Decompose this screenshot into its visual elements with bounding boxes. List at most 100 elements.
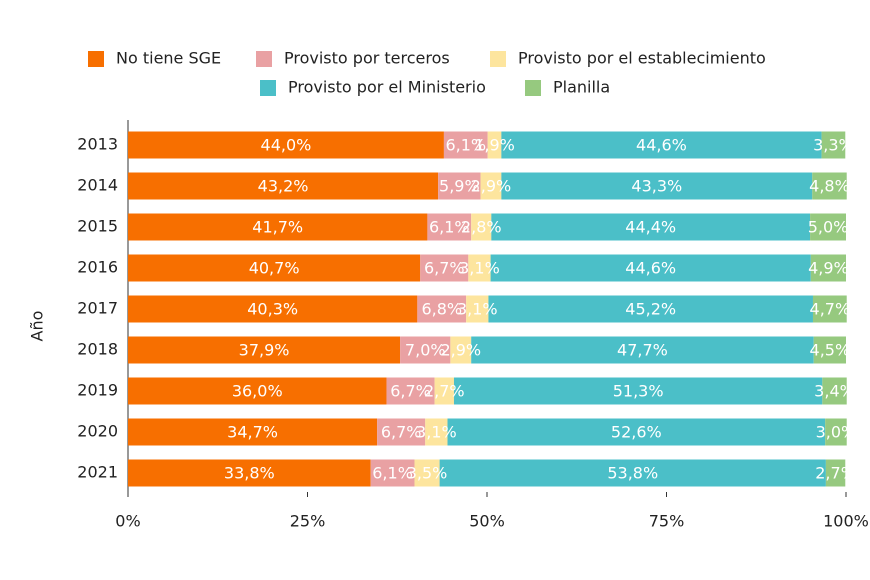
bar-segment xyxy=(377,418,426,446)
value-label: 3,5% xyxy=(407,464,448,483)
value-label: 4,7% xyxy=(810,300,851,319)
value-label: 6,1% xyxy=(445,136,486,155)
bar-segment xyxy=(417,295,467,323)
legend-swatch xyxy=(256,51,272,67)
bar-segment xyxy=(453,377,823,405)
legend-label: No tiene SGE xyxy=(116,49,221,68)
legend-label: Provisto por terceros xyxy=(284,49,450,68)
value-label: 34,7% xyxy=(227,423,278,442)
bar-segment xyxy=(434,377,454,405)
bar-segment xyxy=(420,254,469,282)
value-label: 44,4% xyxy=(625,218,676,237)
bar-segment xyxy=(821,131,846,159)
value-label: 43,3% xyxy=(631,177,682,196)
value-label: 6,1% xyxy=(429,218,470,237)
value-label: 6,1% xyxy=(372,464,413,483)
bar-segment xyxy=(825,459,846,487)
value-label: 3,1% xyxy=(416,423,457,442)
bar-segment xyxy=(491,213,811,241)
bar-segment xyxy=(128,377,387,405)
bar-segment xyxy=(812,295,847,323)
bar-segment xyxy=(501,172,813,200)
bar-segment xyxy=(480,172,502,200)
bar-segment xyxy=(490,254,811,282)
value-label: 33,8% xyxy=(224,464,275,483)
bar-segment xyxy=(400,336,451,364)
bar-segment xyxy=(810,254,846,282)
y-tick-label: 2018 xyxy=(77,340,118,359)
value-label: 3,3% xyxy=(813,136,854,155)
value-label: 43,2% xyxy=(258,177,309,196)
bar-segment xyxy=(501,131,822,159)
bar-segment xyxy=(447,418,826,446)
bar-segment xyxy=(822,377,847,405)
value-label: 40,3% xyxy=(247,300,298,319)
bar-segment xyxy=(128,418,378,446)
value-label: 44,0% xyxy=(261,136,312,155)
bar-segment xyxy=(825,418,847,446)
bar-segment xyxy=(414,459,440,487)
value-label: 4,5% xyxy=(810,341,851,360)
bar-segment xyxy=(425,418,448,446)
y-tick-label: 2014 xyxy=(77,176,118,195)
bar-segment xyxy=(468,254,491,282)
value-label: 36,0% xyxy=(232,382,283,401)
bar-segment xyxy=(443,131,488,159)
x-tick-label: 0% xyxy=(115,512,140,531)
y-tick-label: 2021 xyxy=(77,463,118,482)
legend-swatch xyxy=(260,80,276,96)
bar-segment xyxy=(471,336,814,364)
legend-swatch xyxy=(88,51,104,67)
value-label: 2,7% xyxy=(424,382,465,401)
legend-swatch xyxy=(490,51,506,67)
bar-segment xyxy=(386,377,435,405)
y-tick-label: 2016 xyxy=(77,258,118,277)
bar-segment xyxy=(427,213,472,241)
bar-segment xyxy=(439,459,826,487)
x-tick-label: 25% xyxy=(290,512,326,531)
bar-segment xyxy=(813,336,846,364)
value-label: 3,1% xyxy=(457,300,498,319)
value-label: 53,8% xyxy=(607,464,658,483)
value-label: 3,0% xyxy=(816,423,857,442)
legend-label: Provisto por el establecimiento xyxy=(518,49,766,68)
value-label: 45,2% xyxy=(625,300,676,319)
bar-segment xyxy=(810,213,846,241)
value-label: 2,8% xyxy=(461,218,502,237)
value-label: 2,9% xyxy=(471,177,512,196)
bar-segment xyxy=(812,172,847,200)
value-label: 6,7% xyxy=(390,382,431,401)
bar-segment xyxy=(128,295,418,323)
bar-segment xyxy=(128,213,428,241)
bar-segment xyxy=(128,172,439,200)
value-label: 4,8% xyxy=(809,177,850,196)
value-label: 5,9% xyxy=(439,177,480,196)
bar-segment xyxy=(450,336,472,364)
legend-label: Provisto por el Ministerio xyxy=(288,78,486,97)
value-label: 7,0% xyxy=(405,341,446,360)
bar-segment xyxy=(128,459,371,487)
y-axis-label: Año xyxy=(28,311,47,342)
y-tick-label: 2020 xyxy=(77,422,118,441)
bar-segment xyxy=(487,131,502,159)
value-label: 5,0% xyxy=(808,218,849,237)
bar-segment xyxy=(438,172,481,200)
value-label: 6,8% xyxy=(421,300,462,319)
value-label: 44,6% xyxy=(636,136,687,155)
value-label: 40,7% xyxy=(249,259,300,278)
value-label: 6,7% xyxy=(424,259,465,278)
value-label: 51,3% xyxy=(613,382,664,401)
bar-segment xyxy=(488,295,813,323)
bar-segment xyxy=(128,131,444,159)
value-label: 2,7% xyxy=(815,464,856,483)
x-tick-label: 75% xyxy=(649,512,685,531)
legend-swatch xyxy=(525,80,541,96)
value-label: 4,9% xyxy=(808,259,849,278)
value-label: 6,7% xyxy=(381,423,422,442)
value-label: 3,1% xyxy=(459,259,500,278)
bar-segment xyxy=(471,213,492,241)
bar-segment xyxy=(128,336,401,364)
x-tick-label: 50% xyxy=(469,512,505,531)
